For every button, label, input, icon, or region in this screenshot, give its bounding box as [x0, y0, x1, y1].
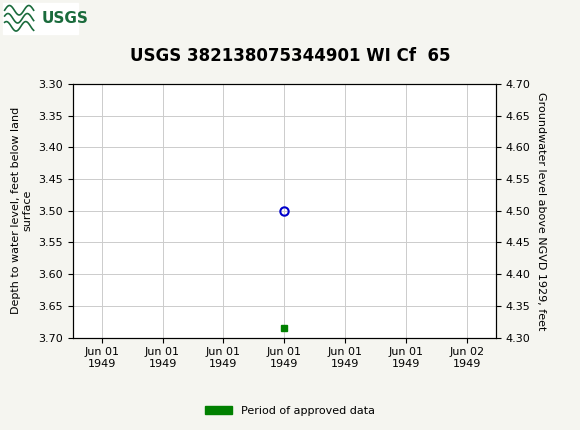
Text: USGS: USGS — [42, 11, 89, 26]
Text: USGS 382138075344901 WI Cf  65: USGS 382138075344901 WI Cf 65 — [130, 47, 450, 65]
Y-axis label: Groundwater level above NGVD 1929, feet: Groundwater level above NGVD 1929, feet — [536, 92, 546, 330]
Legend: Period of approved data: Period of approved data — [200, 401, 380, 420]
Y-axis label: Depth to water level, feet below land
surface: Depth to water level, feet below land su… — [11, 107, 32, 314]
Bar — [3, 3, 78, 34]
